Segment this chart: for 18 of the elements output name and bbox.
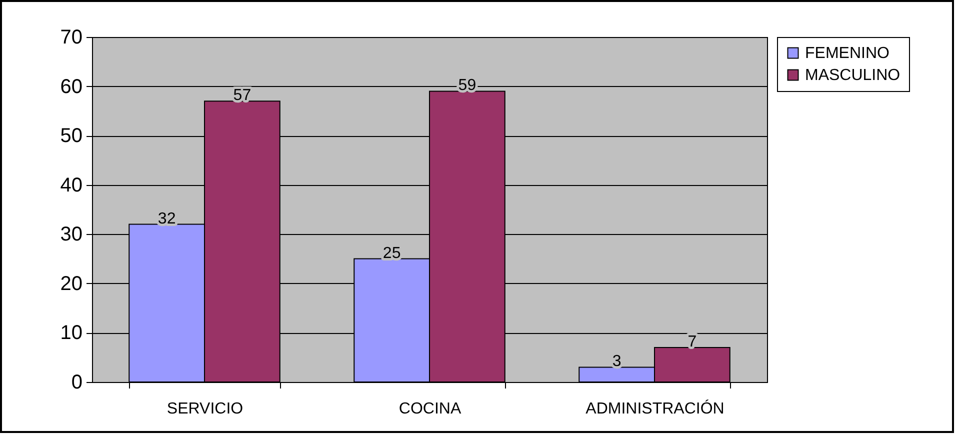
y-tick-label: 10 [60,322,82,344]
data-label: 57 [233,87,252,104]
data-label: 7 [688,334,697,350]
y-tick-label: 30 [60,224,82,246]
data-label: 25 [382,244,401,262]
data-label: 32 [158,210,176,228]
legend-label: FEMENINO [805,45,890,62]
x-tick-label: SERVICIO [166,400,244,418]
y-tick-label: 60 [60,76,82,98]
y-tick-label: 50 [60,125,82,148]
x-tick-label: ADMINISTRACIÓN [586,400,724,418]
legend-label: MASCULINO [805,67,900,84]
data-label: 3 [612,353,622,370]
y-tick-label: 20 [60,272,82,295]
y-tick-label: 40 [60,174,82,196]
y-tick-label: 0 [71,372,82,394]
y-tick-label: 70 [60,26,82,48]
x-tick-label: COCINA [398,400,462,418]
